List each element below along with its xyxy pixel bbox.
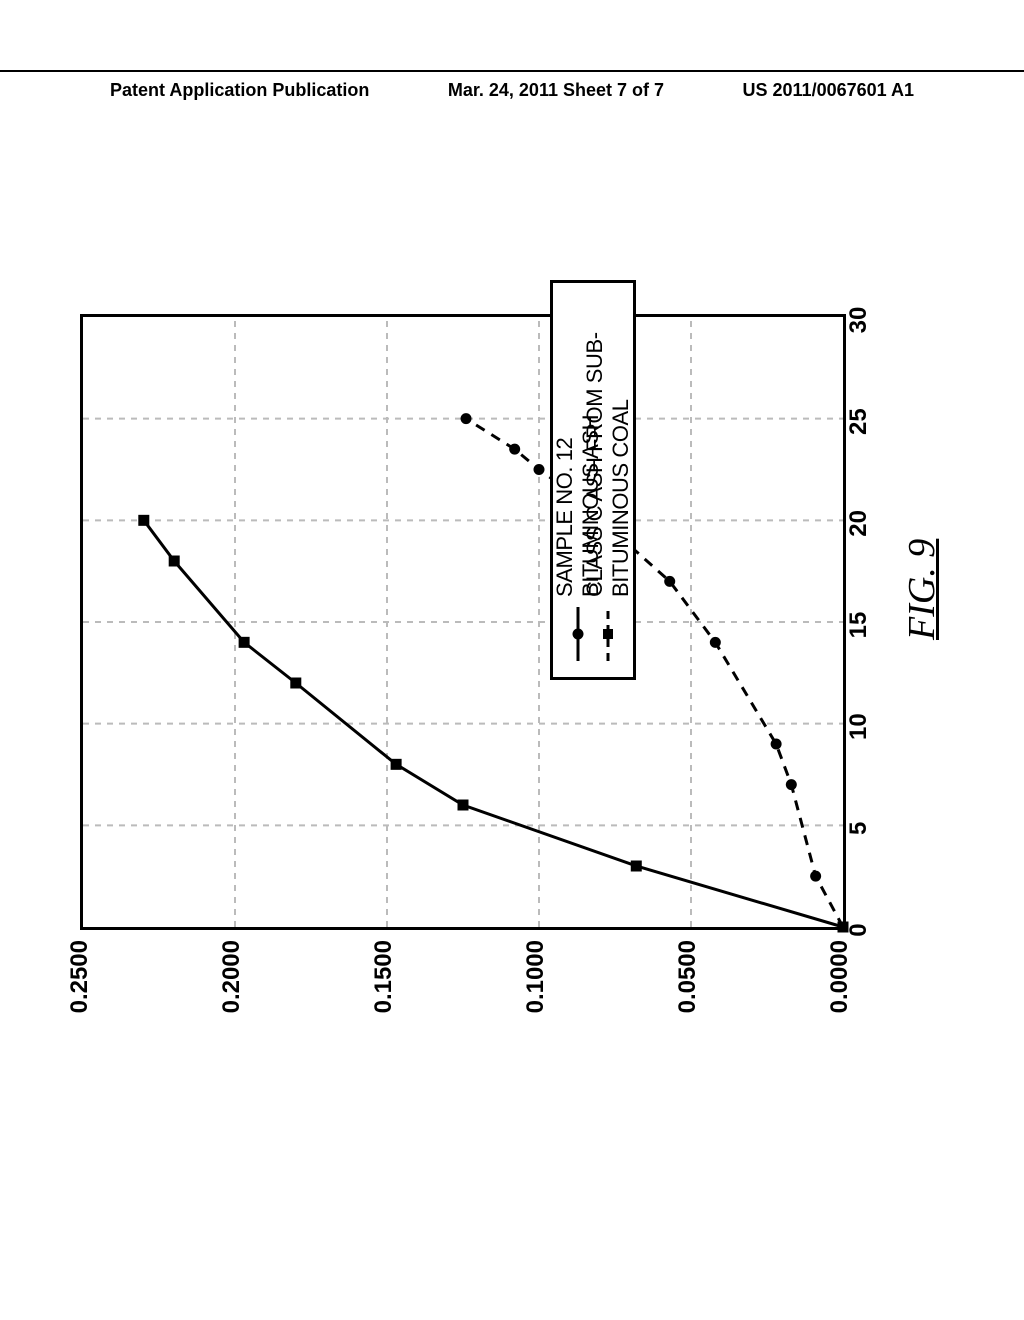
figure-container: 0.00000.05000.10000.15000.20000.2500 051… [40,280,980,1060]
header-right: US 2011/0067601 A1 [743,80,914,101]
legend-row: CLASS C ASH FROM SUB-BITUMINOUS COAL [593,299,623,663]
x-tick-label: 5 [845,798,873,858]
plot-area [80,314,846,930]
y-tick-label: 0.2500 [66,940,94,1060]
legend-label: CLASS C ASH FROM SUB-BITUMINOUS COAL [582,299,634,597]
y-tick-label: 0.2000 [218,940,246,1060]
header-left: Patent Application Publication [110,80,369,101]
square-legend-swatch [598,605,618,663]
header-center: Mar. 24, 2011 Sheet 7 of 7 [448,80,664,101]
x-tick-label: 15 [845,595,873,655]
circle-legend-swatch [568,605,588,663]
patent-header: Patent Application Publication Mar. 24, … [0,70,1024,101]
x-tick-label: 0 [845,900,873,960]
figure-label: FIG. 9 [900,539,944,640]
x-tick-label: 10 [845,697,873,757]
y-tick-label: 0.1000 [522,940,550,1060]
chart: 0.00000.05000.10000.15000.20000.2500 051… [40,280,980,1060]
legend: SAMPLE NO. 12 BITUMINOUS ASHCLASS C ASH … [550,280,636,680]
x-tick-label: 30 [845,290,873,350]
y-tick-label: 0.0500 [674,940,702,1060]
x-tick-label: 25 [845,392,873,452]
y-tick-label: 0.1500 [370,940,398,1060]
page-root: Patent Application Publication Mar. 24, … [0,0,1024,1320]
x-tick-label: 20 [845,493,873,553]
plot-svg [83,317,843,927]
